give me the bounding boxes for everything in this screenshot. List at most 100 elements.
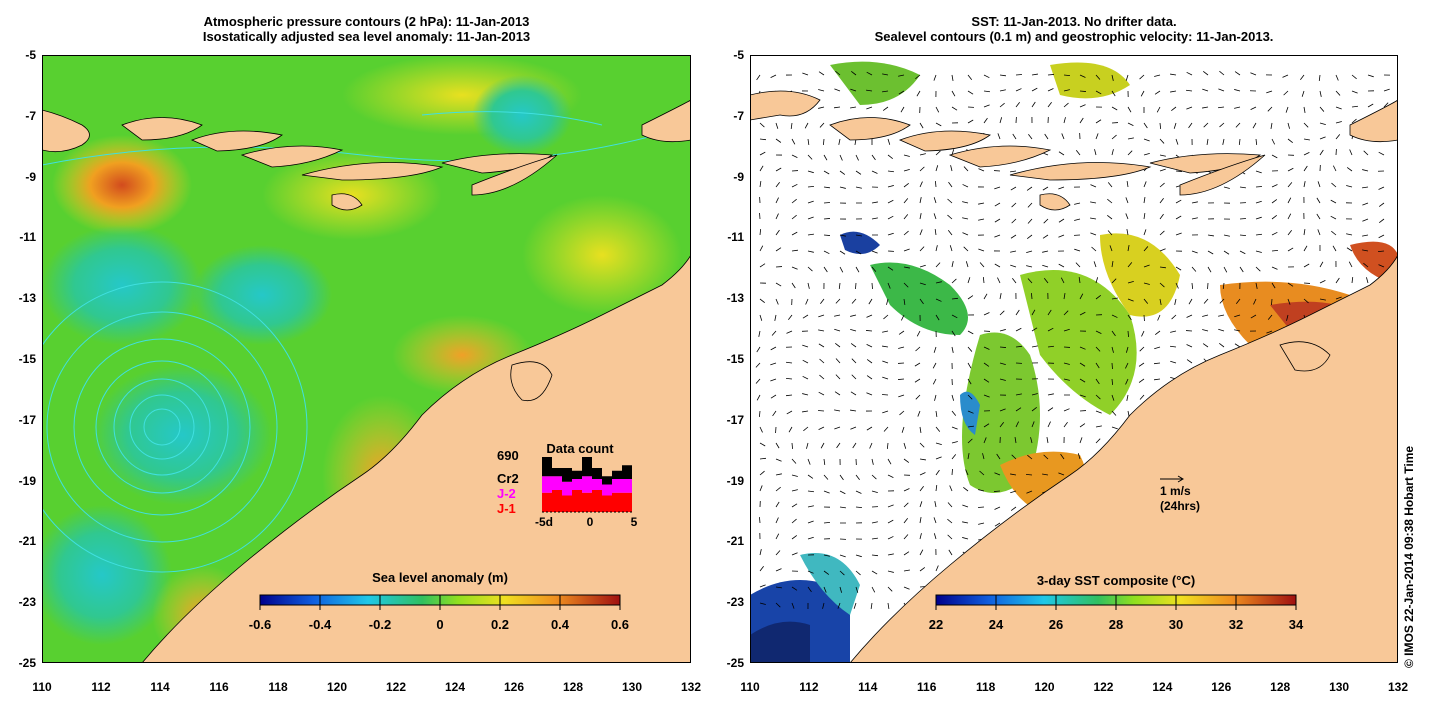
velocity-vector <box>999 293 1002 300</box>
velocity-vector <box>850 343 857 348</box>
velocity-vector <box>997 277 1001 284</box>
velocity-vector <box>1217 106 1225 109</box>
velocity-vector <box>802 393 809 396</box>
velocity-vector <box>759 549 762 556</box>
velocity-vector <box>967 90 974 95</box>
velocity-vector <box>1223 250 1230 255</box>
data-count-bar-j1 <box>542 492 552 512</box>
data-count-bar-j2 <box>572 479 582 490</box>
velocity-vector <box>807 536 814 540</box>
velocity-vector <box>903 586 910 590</box>
velocity-vector <box>1046 437 1049 444</box>
velocity-vector <box>999 329 1006 332</box>
data-count-bar-j1 <box>592 490 602 512</box>
velocity-vector <box>1383 102 1389 108</box>
velocity-vector <box>1063 117 1066 124</box>
velocity-vector <box>1063 362 1070 365</box>
velocity-vector <box>807 474 814 479</box>
velocity-vector <box>834 328 841 332</box>
velocity-vector <box>1169 345 1177 348</box>
velocity-vector <box>1271 138 1276 145</box>
velocity-vector <box>823 554 830 557</box>
legend-j1: J-1 <box>497 501 516 516</box>
velocity-vector <box>967 362 972 369</box>
velocity-vector <box>1154 346 1161 350</box>
velocity-vector <box>994 472 1001 476</box>
velocity-vector <box>951 74 954 81</box>
x-tick-label: 110 <box>32 680 52 694</box>
velocity-vector <box>1111 90 1116 97</box>
velocity-vector <box>967 295 974 300</box>
velocity-vector <box>1319 149 1324 156</box>
velocity-vector <box>1351 118 1357 124</box>
velocity-vector <box>919 181 923 188</box>
velocity-vector <box>1378 202 1385 207</box>
velocity-vector <box>1223 186 1230 189</box>
velocity-vector <box>1010 506 1017 511</box>
velocity-vector <box>1335 106 1342 110</box>
velocity-vector <box>997 133 1001 140</box>
sla-map[interactable]: Sea level anomaly (m) -0.6 -0.4 -0.2 0 0.2 0.… <box>42 55 691 663</box>
velocity-vector <box>903 518 909 524</box>
data-count-inset: Data count 690 Cr2 J-2 J-1 -5d 0 5 <box>497 441 638 529</box>
x-tick-label: 120 <box>1034 680 1055 694</box>
velocity-vector <box>1126 229 1129 236</box>
velocity-vector <box>1095 74 1101 80</box>
velocity-vector <box>903 282 909 288</box>
velocity-vector <box>903 551 910 556</box>
velocity-vector <box>855 170 862 175</box>
velocity-vector <box>1367 74 1374 78</box>
velocity-vector <box>1255 200 1262 204</box>
velocity-vector <box>775 501 780 508</box>
velocity-vector <box>788 314 793 321</box>
velocity-vector <box>999 422 1005 428</box>
colorbar-tick-label: 34 <box>1289 617 1304 632</box>
velocity-vector <box>820 298 825 305</box>
velocity-vector <box>962 201 969 204</box>
y-tick-label: -21 <box>18 534 36 549</box>
velocity-vector <box>839 474 844 481</box>
colorbar-tick-label: 30 <box>1169 617 1183 632</box>
sst-colorbar: 3-day SST composite (°C) 22 24 26 28 30 32 34 <box>929 573 1304 632</box>
velocity-scale-label: 1 m/s <box>1160 484 1191 498</box>
velocity-vector <box>1186 106 1193 110</box>
velocity-vector <box>871 586 876 593</box>
data-count-bar-j1 <box>612 492 622 512</box>
velocity-vector <box>903 502 909 508</box>
velocity-vector <box>915 74 921 80</box>
x-tick-label: 128 <box>562 680 584 694</box>
velocity-vector <box>983 117 988 124</box>
velocity-vector <box>898 74 905 77</box>
velocity-vector <box>1202 88 1209 92</box>
velocity-vector <box>951 297 959 300</box>
velocity-vector <box>802 410 809 413</box>
velocity-vector <box>791 535 798 540</box>
velocity-vector <box>855 282 857 290</box>
velocity-vector <box>935 122 942 127</box>
velocity-vector <box>759 516 761 524</box>
velocity-vector <box>947 502 953 508</box>
velocity-vector <box>1063 378 1070 381</box>
velocity-vector <box>1047 74 1055 76</box>
velocity-vector <box>963 486 969 492</box>
velocity-vector <box>1047 421 1051 428</box>
velocity-vector <box>1170 73 1177 76</box>
velocity-vector <box>834 409 841 412</box>
velocity-vector <box>759 457 767 460</box>
velocity-vector <box>1063 293 1066 300</box>
velocity-vector <box>883 314 889 320</box>
velocity-vector <box>1010 186 1017 191</box>
y-tick-label: -21 <box>726 534 744 549</box>
velocity-vector <box>1159 230 1165 236</box>
x-tick-label: 122 <box>385 680 407 694</box>
velocity-vector <box>1234 314 1241 318</box>
velocity-vector <box>791 154 798 159</box>
velocity-vector <box>771 330 777 336</box>
sst-map[interactable]: 1 m/s (24hrs) 3-day SST composite (°C) 2… <box>750 55 1398 663</box>
velocity-vector <box>933 346 937 353</box>
velocity-vector <box>819 122 825 128</box>
velocity-vector <box>932 362 937 369</box>
velocity-vector <box>983 378 990 383</box>
x-tick-label: 126 <box>1211 680 1232 694</box>
velocity-vector <box>1107 230 1113 236</box>
